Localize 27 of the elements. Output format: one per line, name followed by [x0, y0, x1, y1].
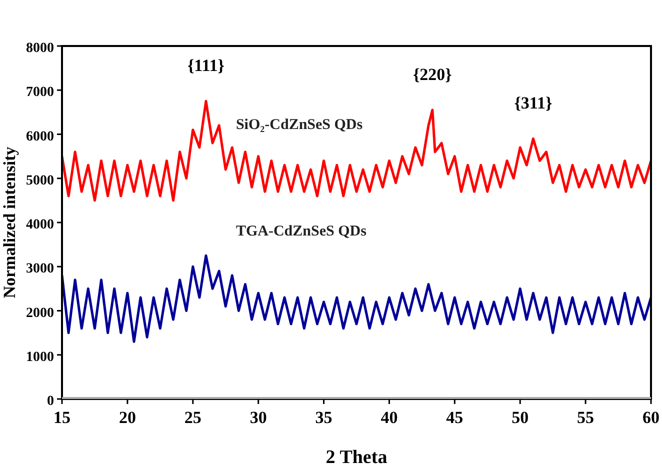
series-label: SiO₂-CdZnSeS QDs: [236, 117, 363, 134]
y-tick-label: 4000: [26, 218, 54, 232]
x-axis-title: 2 Theta: [326, 447, 388, 468]
y-tick-label: 8000: [26, 41, 54, 56]
x-tick-label: 20: [118, 408, 136, 427]
x-tick-label: 30: [250, 408, 267, 427]
y-tick-label: 5000: [26, 173, 54, 188]
x-tick-label: 60: [642, 408, 660, 427]
text: TGA-CdZnSeS QDs: [236, 224, 367, 240]
y-tick-label: 2000: [26, 306, 54, 321]
x-tick-label: 40: [380, 408, 398, 427]
y-tick-label: 3000: [26, 262, 54, 277]
y-axis-title: Normalized intensity: [0, 146, 19, 298]
x-tick-label: 55: [577, 408, 594, 427]
x-tick-label: 25: [184, 408, 202, 427]
line-series: [62, 254, 651, 343]
y-tick-label: 7000: [26, 85, 54, 100]
annotation: {220}: [412, 64, 452, 84]
x-tick-label: 45: [446, 408, 464, 427]
y-tick-label: 0: [47, 394, 54, 409]
x-tick-label: 35: [315, 408, 332, 427]
x-tick-label: 50: [512, 408, 529, 427]
y-tick-label: 1000: [26, 350, 54, 365]
annotation: {311}: [514, 94, 552, 113]
x-tick-label: 15: [54, 408, 70, 427]
annotation: {111}: [187, 56, 225, 76]
y-tick-label: 6000: [26, 129, 54, 144]
